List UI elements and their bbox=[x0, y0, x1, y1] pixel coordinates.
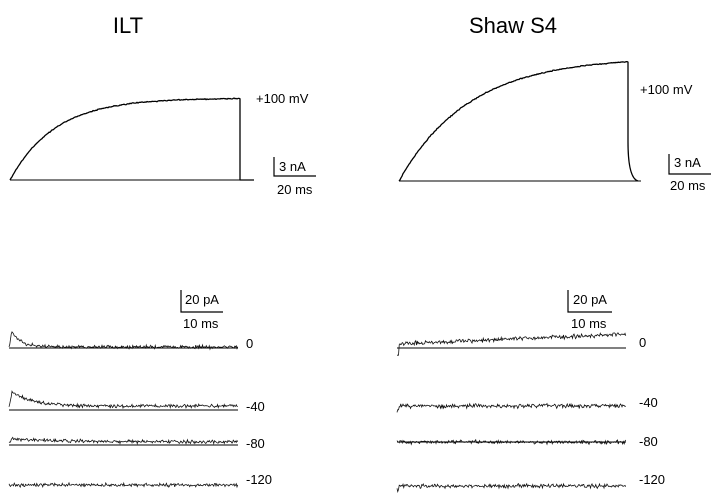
ilt-gating-trace-minus40mv bbox=[8, 390, 238, 410]
shaw-trace-minus120mv bbox=[396, 482, 627, 494]
shaw-scale-bar-lines bbox=[668, 154, 711, 175]
shaw-trace-minus80mv bbox=[396, 438, 627, 446]
shaw-voltage-minus80: -80 bbox=[639, 434, 658, 449]
shaw-scale-current: 3 nA bbox=[674, 155, 701, 170]
ilt-voltage-label: +100 mV bbox=[256, 91, 309, 106]
ilt-gating-trace-minus80mv bbox=[8, 436, 239, 445]
shaw-top-scale-bar: 3 nA 20 ms bbox=[668, 154, 711, 193]
shaw-gating-trace-minus120mv bbox=[396, 482, 627, 494]
shaw-voltage-minus120: -120 bbox=[639, 472, 665, 487]
shaw-gating-currents: 20 pA 10 ms 0 -40 -80 -120 bbox=[396, 290, 665, 494]
ilt-bottom-scale-bar: 20 pA 10 ms bbox=[180, 290, 223, 331]
ilt-trace-minus40mv bbox=[8, 390, 238, 411]
shaw-bottom-scale-time: 10 ms bbox=[571, 316, 607, 331]
ilt-gating-trace-minus120mv bbox=[8, 481, 239, 489]
shaw-scale-time: 20 ms bbox=[670, 178, 706, 193]
ilt-trace-minus120mv bbox=[8, 481, 239, 489]
ilt-voltage-minus80: -80 bbox=[246, 436, 265, 451]
ilt-voltage-minus120: -120 bbox=[246, 472, 272, 487]
ilt-trace-minus80mv bbox=[8, 436, 239, 446]
ilt-scale-time: 20 ms bbox=[277, 182, 313, 197]
ilt-voltage-minus40: -40 bbox=[246, 399, 265, 414]
shaw-bottom-scale-lines bbox=[567, 290, 612, 313]
shaw-current-trace bbox=[398, 60, 639, 182]
ilt-voltage-0: 0 bbox=[246, 336, 253, 351]
shaw-bottom-scale-current: 20 pA bbox=[573, 292, 607, 307]
ilt-gating-currents: 20 pA 10 ms 0 -40 -80 -120 bbox=[8, 290, 272, 489]
shaw-gating-trace-minus80mv bbox=[396, 438, 627, 446]
shaw-voltage-label: +100 mV bbox=[640, 82, 693, 97]
ilt-scale-bar-lines bbox=[273, 157, 316, 177]
ilt-gating-trace-0mv bbox=[8, 331, 239, 351]
shaw-voltage-0: 0 bbox=[639, 335, 646, 350]
ilt-bottom-scale-time: 10 ms bbox=[183, 316, 219, 331]
panel-title-ilt: ILT bbox=[113, 13, 143, 38]
shaw-bottom-scale-bar: 20 pA 10 ms bbox=[567, 290, 612, 331]
ilt-current-trace bbox=[9, 97, 254, 181]
shaw-gating-trace-minus40mv bbox=[396, 402, 626, 413]
shaw-trace-0mv bbox=[397, 332, 627, 356]
ilt-top-scale-bar: 3 nA 20 ms bbox=[273, 157, 316, 197]
ilt-trace-0mv bbox=[8, 331, 239, 351]
shaw-voltage-minus40: -40 bbox=[639, 395, 658, 410]
ilt-macroscopic-current: +100 mV 3 nA 20 ms bbox=[9, 91, 316, 197]
ilt-bottom-scale-current: 20 pA bbox=[185, 292, 219, 307]
shaw-gating-trace-0mv bbox=[397, 332, 627, 356]
shaw-trace-minus40mv bbox=[396, 402, 626, 413]
shaw-macroscopic-current: +100 mV 3 nA 20 ms bbox=[398, 60, 711, 193]
panel-title-shaw-s4: Shaw S4 bbox=[469, 13, 557, 38]
ilt-bottom-scale-lines bbox=[180, 290, 223, 313]
ilt-scale-current: 3 nA bbox=[279, 159, 306, 174]
